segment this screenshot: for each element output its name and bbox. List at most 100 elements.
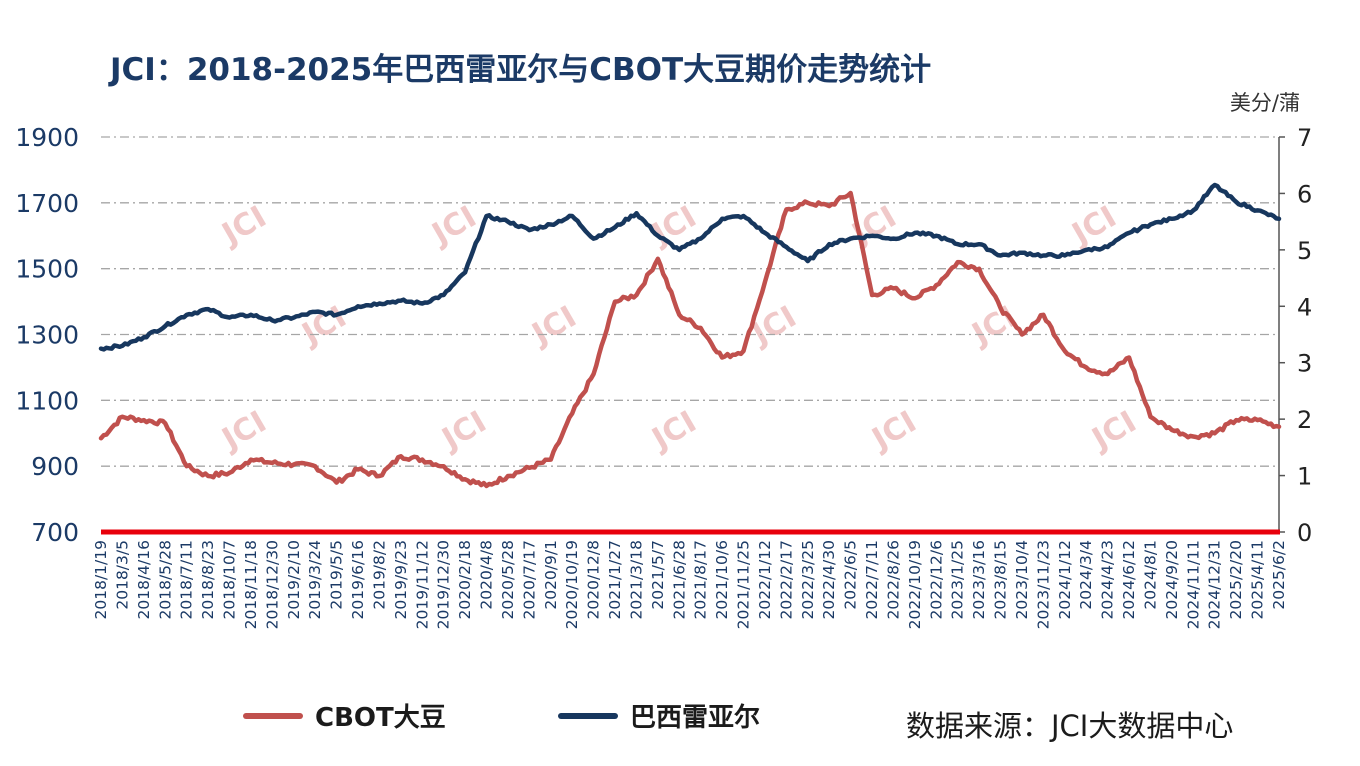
point-brl bbox=[206, 307, 210, 311]
point-brl bbox=[1106, 245, 1110, 249]
point-cbot bbox=[1020, 332, 1024, 337]
x-tick-label: 2023/3/16 bbox=[970, 540, 988, 619]
x-tick-label: 2020/12/8 bbox=[585, 540, 603, 619]
point-cbot bbox=[292, 462, 296, 467]
x-tick-label: 2018/5/28 bbox=[156, 540, 174, 619]
watermark-text: JCI bbox=[215, 404, 273, 457]
x-tick-label: 2019/11/12 bbox=[413, 540, 431, 629]
x-tick-label: 2018/11/18 bbox=[242, 540, 260, 629]
point-cbot bbox=[1148, 415, 1153, 419]
point-cbot bbox=[763, 280, 767, 284]
x-tick-label: 2024/3/4 bbox=[1077, 540, 1095, 610]
point-brl bbox=[1213, 183, 1217, 187]
point-brl bbox=[527, 228, 531, 232]
point-brl bbox=[463, 270, 467, 275]
point-cbot bbox=[656, 257, 660, 261]
x-tick-label: 2019/12/30 bbox=[435, 540, 453, 629]
x-tick-label: 2018/1/19 bbox=[92, 540, 110, 619]
x-tick-label: 2023/10/4 bbox=[1013, 540, 1031, 619]
x-tick-label: 2020/4/8 bbox=[478, 540, 496, 610]
point-cbot bbox=[956, 260, 960, 264]
point-cbot bbox=[313, 464, 317, 468]
x-tick-label: 2024/11/11 bbox=[1184, 540, 1202, 629]
x-tick-label: 2020/9/1 bbox=[542, 540, 560, 610]
point-cbot bbox=[142, 418, 146, 422]
point-brl bbox=[1063, 253, 1067, 258]
x-tick-label: 2025/6/2 bbox=[1270, 540, 1288, 610]
point-brl bbox=[227, 315, 232, 320]
point-brl bbox=[142, 335, 146, 339]
point-cbot bbox=[977, 267, 981, 271]
point-brl bbox=[549, 222, 553, 227]
point-brl bbox=[891, 236, 896, 241]
point-cbot bbox=[720, 355, 724, 360]
y2-tick-label: 6 bbox=[1297, 180, 1312, 208]
point-cbot bbox=[1234, 418, 1238, 422]
point-cbot bbox=[592, 372, 596, 376]
x-tick-label: 2024/4/23 bbox=[1099, 540, 1117, 619]
point-cbot bbox=[570, 411, 574, 416]
y-tick-label: 1700 bbox=[15, 189, 79, 218]
x-tick-label: 2022/1/12 bbox=[756, 540, 774, 619]
point-cbot bbox=[399, 454, 403, 458]
point-brl bbox=[249, 313, 253, 317]
point-brl bbox=[313, 310, 317, 314]
watermark-text: JCI bbox=[215, 199, 273, 252]
x-tick-label: 2024/6/12 bbox=[1120, 540, 1138, 619]
point-cbot bbox=[420, 457, 424, 462]
point-brl bbox=[720, 217, 724, 221]
point-brl bbox=[1084, 248, 1088, 252]
x-tick-label: 2019/6/16 bbox=[349, 540, 367, 619]
point-brl bbox=[634, 211, 639, 215]
left-axis-ticks: 700 900 1100 1300 1500 1700 1900 bbox=[15, 123, 79, 547]
x-tick-label: 2021/11/25 bbox=[735, 540, 753, 629]
point-brl bbox=[699, 236, 703, 241]
point-brl bbox=[399, 299, 403, 303]
point-cbot bbox=[1213, 431, 1217, 435]
point-brl bbox=[120, 344, 125, 348]
point-brl bbox=[356, 304, 360, 308]
y-tick-label: 1900 bbox=[15, 123, 79, 152]
x-tick-label: 2021/5/7 bbox=[649, 540, 667, 610]
x-tick-label: 2019/3/24 bbox=[306, 540, 324, 619]
point-cbot bbox=[913, 296, 917, 300]
point-brl bbox=[1170, 217, 1174, 221]
x-tick-label: 2021/8/17 bbox=[692, 540, 710, 619]
x-tick-label: 2024/9/20 bbox=[1163, 540, 1181, 619]
x-tick-label: 2022/10/19 bbox=[906, 540, 924, 629]
point-cbot bbox=[891, 286, 896, 291]
point-cbot bbox=[1041, 313, 1045, 317]
x-tick-label: 2020/7/17 bbox=[520, 540, 538, 619]
point-brl bbox=[1041, 253, 1045, 258]
point-brl bbox=[377, 301, 382, 306]
point-brl bbox=[592, 236, 596, 241]
point-brl bbox=[442, 293, 446, 297]
point-brl bbox=[849, 236, 853, 241]
x-tick-label: 2023/8/15 bbox=[992, 540, 1010, 619]
chart-title: JCI：2018-2025年巴西雷亚尔与CBOT大豆期价走势统计 bbox=[110, 52, 932, 88]
point-brl bbox=[784, 245, 788, 249]
point-cbot bbox=[634, 293, 639, 297]
point-cbot bbox=[442, 464, 446, 468]
point-cbot bbox=[1127, 355, 1131, 360]
x-tick-label: 2018/12/30 bbox=[263, 540, 281, 629]
x-tick-label: 2020/2/18 bbox=[456, 540, 474, 619]
point-cbot bbox=[998, 306, 1003, 310]
x-tick-label: 2021/1/27 bbox=[606, 540, 624, 619]
point-brl bbox=[1191, 208, 1195, 212]
x-tick-label: 2018/3/5 bbox=[113, 540, 131, 610]
point-brl bbox=[420, 301, 424, 306]
point-brl bbox=[1127, 231, 1131, 235]
watermark-text: JCI bbox=[525, 299, 583, 352]
point-cbot bbox=[677, 313, 681, 317]
y2-tick-label: 7 bbox=[1297, 124, 1312, 152]
x-tick-label: 2019/5/5 bbox=[328, 540, 346, 610]
x-tick-label: 2024/1/12 bbox=[1056, 540, 1074, 619]
x-tick-label: 2024/8/1 bbox=[1141, 540, 1159, 610]
point-cbot bbox=[1191, 434, 1195, 439]
point-cbot bbox=[270, 461, 274, 465]
x-tick-label: 2018/4/16 bbox=[135, 540, 153, 619]
x-tick-label: 2023/1/25 bbox=[949, 540, 967, 619]
point-brl bbox=[677, 248, 681, 252]
x-tick-label: 2022/6/5 bbox=[842, 540, 860, 610]
